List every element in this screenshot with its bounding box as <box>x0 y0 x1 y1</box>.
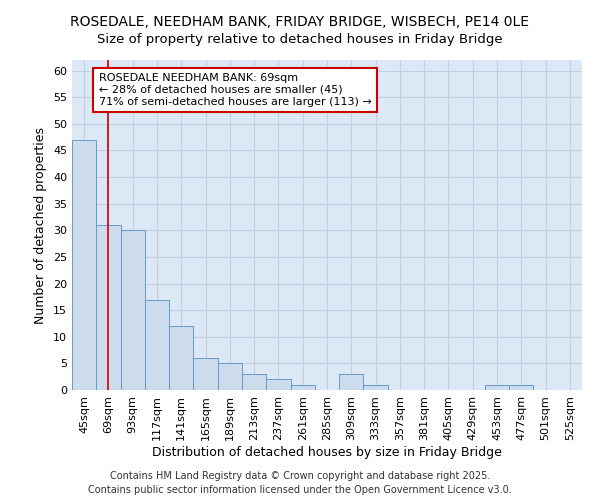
Bar <box>169 326 193 390</box>
Text: ROSEDALE, NEEDHAM BANK, FRIDAY BRIDGE, WISBECH, PE14 0LE: ROSEDALE, NEEDHAM BANK, FRIDAY BRIDGE, W… <box>71 15 530 29</box>
Y-axis label: Number of detached properties: Number of detached properties <box>34 126 47 324</box>
Bar <box>485 384 509 390</box>
Bar <box>96 225 121 390</box>
Bar <box>193 358 218 390</box>
Bar <box>145 300 169 390</box>
Text: Size of property relative to detached houses in Friday Bridge: Size of property relative to detached ho… <box>97 32 503 46</box>
Bar <box>290 384 315 390</box>
Bar <box>266 380 290 390</box>
Bar <box>242 374 266 390</box>
Text: Contains HM Land Registry data © Crown copyright and database right 2025.
Contai: Contains HM Land Registry data © Crown c… <box>88 471 512 495</box>
Bar <box>509 384 533 390</box>
Bar <box>121 230 145 390</box>
Bar <box>72 140 96 390</box>
Bar <box>339 374 364 390</box>
Bar <box>218 364 242 390</box>
Bar <box>364 384 388 390</box>
Text: ROSEDALE NEEDHAM BANK: 69sqm
← 28% of detached houses are smaller (45)
71% of se: ROSEDALE NEEDHAM BANK: 69sqm ← 28% of de… <box>99 74 371 106</box>
X-axis label: Distribution of detached houses by size in Friday Bridge: Distribution of detached houses by size … <box>152 446 502 458</box>
